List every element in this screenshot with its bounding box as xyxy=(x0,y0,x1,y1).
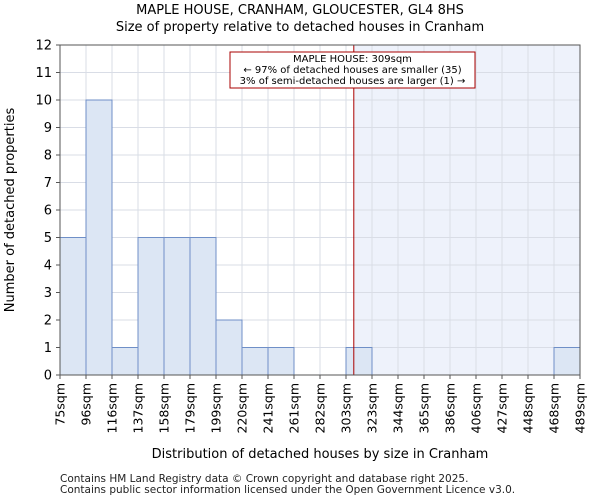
chart-title: MAPLE HOUSE, CRANHAM, GLOUCESTER, GL4 8H… xyxy=(136,3,464,18)
y-axis-label: Number of detached properties xyxy=(3,108,18,313)
x-tick-label: 468sqm xyxy=(547,383,562,433)
x-tick-label: 489sqm xyxy=(573,383,588,433)
x-tick-label: 323sqm xyxy=(365,383,380,433)
x-tick-label: 75sqm xyxy=(53,383,68,426)
x-tick-label: 137sqm xyxy=(131,383,146,433)
bar xyxy=(553,347,581,376)
x-tick-label: 303sqm xyxy=(339,383,354,433)
y-tick-label: 11 xyxy=(35,66,52,81)
y-tick-label: 6 xyxy=(44,204,52,219)
bar xyxy=(345,347,373,376)
annotation-line: 3% of semi-detached houses are larger (1… xyxy=(240,76,466,87)
footer-copyright: Contains HM Land Registry data © Crown c… xyxy=(60,473,469,485)
bar xyxy=(163,237,191,376)
x-tick-label: 261sqm xyxy=(287,383,302,433)
x-tick-label: 427sqm xyxy=(495,383,510,433)
x-tick-label: 365sqm xyxy=(417,383,432,433)
y-tick-label: 0 xyxy=(44,369,52,384)
y-tick-label: 7 xyxy=(44,176,52,191)
x-tick-label: 158sqm xyxy=(157,383,172,433)
bar xyxy=(85,99,113,376)
y-tick-label: 12 xyxy=(35,39,52,54)
y-tick-label: 3 xyxy=(44,286,52,301)
x-tick-label: 179sqm xyxy=(183,383,198,433)
x-tick-label: 116sqm xyxy=(105,383,120,433)
y-tick-label: 5 xyxy=(44,231,52,246)
x-tick-label: 199sqm xyxy=(209,383,224,433)
bar xyxy=(111,347,139,376)
x-axis-label: Distribution of detached houses by size … xyxy=(152,447,489,462)
y-tick-label: 2 xyxy=(44,314,52,329)
annotation-line: MAPLE HOUSE: 309sqm xyxy=(293,54,412,65)
chart-subtitle: Size of property relative to detached ho… xyxy=(115,20,485,35)
bar xyxy=(267,347,295,376)
y-tick-label: 4 xyxy=(44,259,52,274)
bar xyxy=(137,237,165,376)
bar xyxy=(215,319,243,376)
x-tick-label: 220sqm xyxy=(235,383,250,433)
y-tick-label: 8 xyxy=(44,149,52,164)
bar xyxy=(241,347,269,376)
x-tick-label: 406sqm xyxy=(469,383,484,433)
x-tick-label: 241sqm xyxy=(261,383,276,433)
x-tick-label: 96sqm xyxy=(79,383,94,426)
annotation-box xyxy=(229,51,476,89)
x-tick-label: 448sqm xyxy=(521,383,536,433)
bar xyxy=(189,237,217,376)
annotation-line: ← 97% of detached houses are smaller (35… xyxy=(243,65,461,76)
y-tick-label: 1 xyxy=(44,341,52,356)
y-tick-label: 9 xyxy=(44,121,52,136)
bar xyxy=(59,237,87,376)
y-tick-label: 10 xyxy=(35,94,52,109)
x-tick-label: 344sqm xyxy=(391,383,406,433)
x-tick-label: 282sqm xyxy=(313,383,328,433)
footer-licence: Contains public sector information licen… xyxy=(60,484,516,496)
x-tick-label: 386sqm xyxy=(443,383,458,433)
